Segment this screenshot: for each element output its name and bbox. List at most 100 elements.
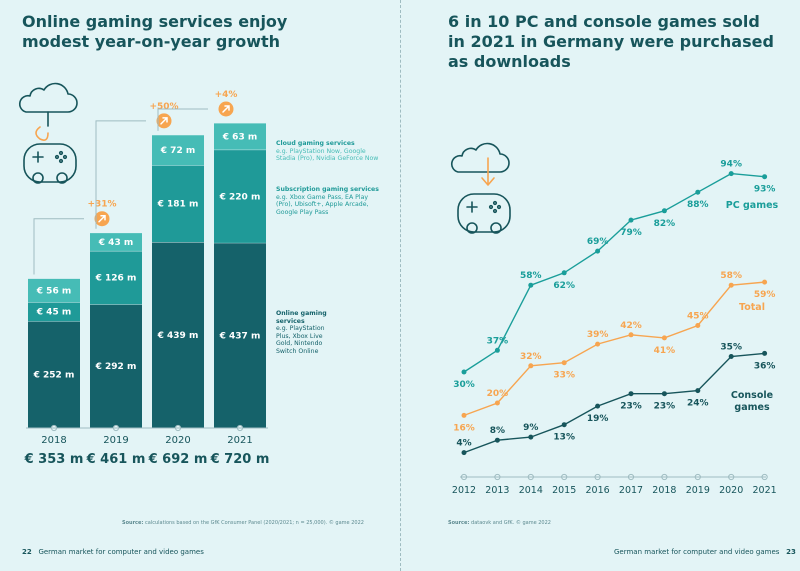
data-label-console: 23% — [654, 402, 676, 412]
bar-value-label: € 45 m — [36, 308, 71, 318]
data-label-total: 16% — [453, 423, 475, 433]
growth-bracket — [157, 108, 208, 131]
data-point-total — [728, 282, 734, 288]
data-point-console — [561, 422, 567, 428]
bar-value-label: € 72 m — [160, 146, 195, 156]
series-name-total: Total — [739, 302, 765, 313]
legend-cloud-desc: e.g. PlayStation Now, Google Stadia (Pro… — [276, 147, 379, 163]
data-label-total: 20% — [487, 389, 509, 399]
bar-subscription-2018 — [28, 302, 80, 322]
growth-label: +31% — [87, 200, 116, 210]
bar-value-label: € 252 m — [33, 371, 75, 381]
data-label-total: 32% — [520, 352, 542, 362]
bar-value-label: € 220 m — [219, 192, 261, 202]
left-title-line-2: modest year-on-year growth — [22, 32, 281, 51]
bar-value-label: € 292 m — [95, 362, 137, 372]
growth-label: +50% — [149, 102, 178, 112]
bar-subscription-2019 — [90, 250, 142, 305]
growth-arrow-icon — [160, 117, 168, 125]
legend-cloud: Cloud gaming services e.g. PlayStation N… — [276, 140, 386, 163]
bar-online-2021 — [214, 242, 266, 428]
data-point-pc — [561, 270, 567, 276]
right-title-line-3: as downloads — [448, 52, 571, 71]
left-source: Source: calculations based on the GfK Co… — [122, 520, 364, 526]
data-point-console — [728, 354, 734, 359]
data-label-console: 8% — [490, 426, 505, 436]
right-page-title: 6 in 10 PC and console games sold in 202… — [448, 12, 800, 72]
series-name-console: games — [734, 402, 770, 413]
data-label-pc: 79% — [620, 228, 642, 238]
growth-arrow-icon — [98, 214, 106, 223]
data-label-console: 13% — [553, 433, 575, 443]
x-tick-label: 2016 — [586, 485, 610, 496]
right-title-line-1: 6 in 10 PC and console games sold — [448, 12, 760, 31]
data-label-console: 35% — [720, 343, 742, 353]
data-label-pc: 93% — [754, 185, 776, 195]
bar-value-label: € 439 m — [157, 331, 199, 341]
data-label-total: 58% — [720, 271, 742, 281]
x-tick-label: 2019 — [103, 435, 128, 446]
bar-value-label: € 63 m — [222, 132, 257, 142]
growth-arrow-icon — [222, 105, 230, 113]
legend-online-title: Online gaming services — [276, 310, 327, 325]
right-source-text: dataovk and GfK. © game 2022 — [471, 520, 551, 526]
bar-cloud-2020 — [152, 134, 204, 166]
bar-online-2018 — [28, 321, 80, 428]
right-source: Source: dataovk and GfK. © game 2022 — [448, 520, 551, 526]
left-page-number: 22 — [22, 548, 32, 556]
data-point-pc — [661, 208, 667, 214]
x-tick-label: 2012 — [452, 485, 476, 496]
legend-online: Online gaming services e.g. PlayStation … — [276, 310, 338, 356]
legend-subscription: Subscription gaming services e.g. Xbox G… — [276, 186, 386, 216]
growth-bracket — [33, 218, 84, 275]
bar-value-label: € 56 m — [36, 286, 71, 296]
line-chart: 30% 37% 58% 62% 69% 79% 82% 88% 94% 93% 16% 20% 32% 3… — [450, 142, 779, 496]
bar-value-label: € 437 m — [219, 331, 261, 341]
series-line-total — [463, 281, 765, 417]
data-label-pc: 88% — [687, 200, 709, 210]
bar-online-2020 — [152, 242, 204, 428]
x-tick-label: 2018 — [41, 435, 66, 446]
legend-cloud-title: Cloud gaming services — [276, 140, 355, 147]
cloud-download-gamepad-icon — [450, 142, 511, 234]
data-point-console — [494, 437, 500, 443]
data-point-total — [461, 412, 467, 418]
data-label-console: 36% — [754, 361, 776, 371]
data-point-console — [528, 434, 534, 440]
data-point-pc — [695, 189, 701, 195]
legend-sub-desc: e.g. Xbox Game Pass, EA Play (Pro), Ubis… — [276, 193, 369, 216]
data-label-pc: 82% — [654, 219, 676, 229]
x-tick-label: 2017 — [619, 485, 643, 496]
data-label-pc: 30% — [453, 380, 475, 390]
total-label: € 353 m — [24, 452, 84, 467]
data-point-total — [628, 332, 634, 338]
bar-cloud-2021 — [214, 123, 266, 150]
right-title-line-2: in 2021 in Germany were purchased — [448, 32, 774, 51]
series-line-pc — [463, 172, 765, 373]
total-label: € 461 m — [86, 452, 146, 467]
data-label-console: 4% — [456, 439, 471, 449]
page-divider — [400, 0, 401, 571]
data-label-total: 39% — [587, 330, 609, 340]
data-point-total — [661, 335, 667, 341]
data-point-console — [461, 450, 467, 456]
data-point-pc — [494, 347, 500, 353]
series-line-console — [463, 352, 765, 454]
x-tick-label: 2021 — [753, 485, 777, 496]
data-label-pc: 37% — [487, 336, 509, 346]
data-point-pc — [628, 217, 634, 223]
legend-online-desc: e.g. PlayStation Plus, Xbox Live Gold, N… — [276, 325, 325, 355]
data-point-total — [695, 323, 701, 328]
data-point-pc — [595, 248, 601, 254]
data-label-total: 59% — [754, 290, 776, 300]
series-name-console: Console — [731, 390, 773, 401]
data-point-pc — [728, 171, 734, 177]
data-point-total — [528, 363, 534, 369]
data-label-pc: 94% — [720, 160, 742, 170]
left-source-text: calculations based on the GfK Consumer P… — [145, 520, 364, 526]
right-page-number: 23 — [786, 548, 796, 556]
data-label-total: 42% — [620, 321, 642, 331]
data-label-console: 9% — [523, 423, 538, 433]
data-label-pc: 69% — [587, 237, 609, 247]
data-label-total: 41% — [654, 346, 676, 356]
